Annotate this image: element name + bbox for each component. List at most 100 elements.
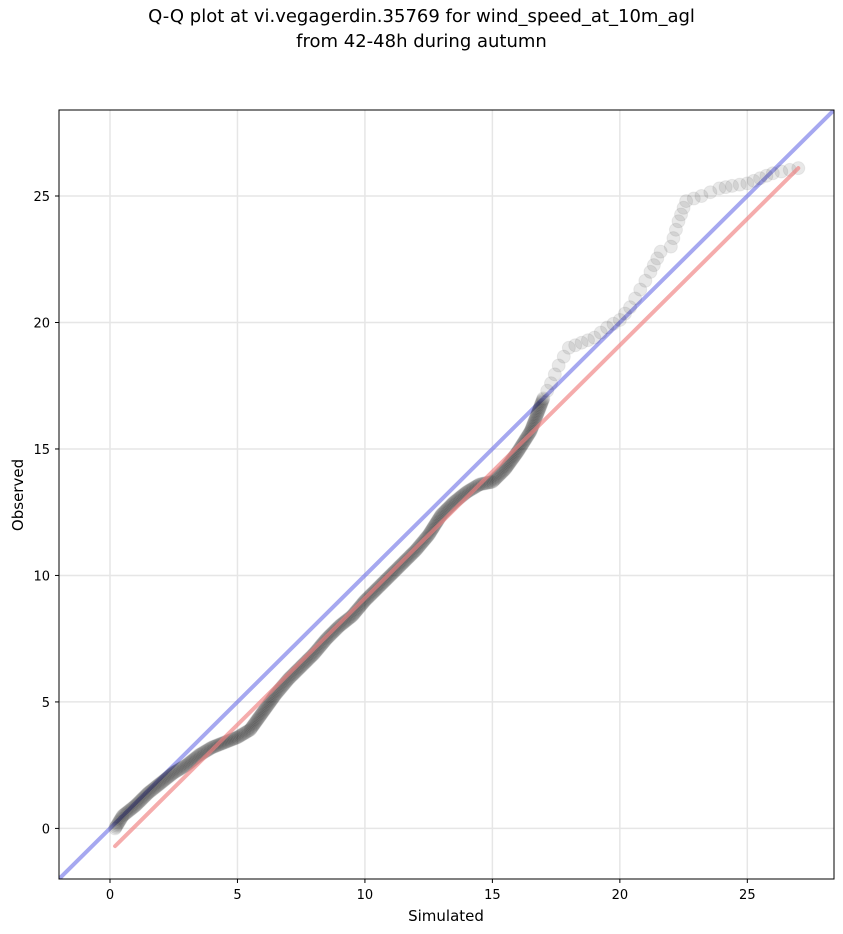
data-point: [653, 244, 668, 259]
data-point: [108, 821, 123, 836]
data-point: [643, 264, 658, 279]
data-point: [152, 776, 167, 791]
data-point: [663, 239, 678, 254]
data-point: [133, 794, 148, 809]
fit-line-path: [113, 166, 801, 849]
data-point: [556, 349, 571, 364]
data-point: [140, 787, 155, 802]
y-tick-label: 25: [33, 190, 50, 205]
data-point: [718, 180, 733, 195]
data-point: [258, 701, 273, 716]
data-point: [352, 600, 367, 615]
data-point: [136, 790, 151, 805]
x-axis-label: Simulated: [408, 907, 484, 925]
data-point: [524, 422, 539, 437]
data-point: [499, 460, 514, 475]
data-point: [166, 765, 181, 780]
data-point: [135, 791, 150, 806]
data-point: [551, 358, 566, 373]
data-point: [110, 817, 125, 832]
data-point: [241, 723, 256, 738]
data-point: [260, 698, 275, 713]
data-point: [759, 168, 774, 183]
data-point: [226, 732, 241, 747]
data-point: [150, 778, 165, 793]
data-point: [240, 724, 255, 739]
data-point: [337, 614, 352, 629]
data-point: [528, 412, 543, 427]
data-point: [495, 464, 510, 479]
data-point: [490, 470, 505, 485]
data-point: [168, 764, 183, 779]
data-point: [263, 694, 278, 709]
data-point: [170, 763, 185, 778]
data-point: [494, 465, 509, 480]
data-point: [231, 729, 246, 744]
chart-title-line1: Q-Q plot at vi.vegagerdin.35769 for wind…: [148, 6, 695, 27]
data-point: [464, 482, 479, 497]
data-point: [676, 200, 691, 215]
data-point: [142, 784, 157, 799]
data-point: [668, 222, 683, 237]
data-point: [317, 634, 332, 649]
data-point: [249, 713, 264, 728]
data-point: [244, 721, 259, 736]
x-tick-label: 5: [233, 888, 241, 903]
data-point: [161, 769, 176, 784]
data-point: [646, 258, 661, 273]
data-point: [679, 194, 694, 209]
data-point: [746, 173, 761, 188]
data-point: [256, 703, 271, 718]
data-point: [574, 335, 589, 350]
data-point: [178, 759, 193, 774]
data-point: [531, 404, 546, 419]
x-axis-ticks: 0 5 10 15 20 25: [106, 879, 756, 903]
data-point: [236, 726, 251, 741]
y-axis-label: Observed: [9, 459, 27, 531]
data-point: [234, 727, 249, 742]
data-point: [129, 797, 144, 812]
data-point: [561, 340, 576, 355]
data-point: [355, 596, 370, 611]
data-point: [253, 708, 268, 723]
y-tick-label: 5: [42, 696, 50, 711]
data-point: [530, 406, 545, 421]
data-point: [638, 273, 653, 288]
data-point: [128, 798, 143, 813]
data-point: [353, 598, 368, 613]
data-point: [230, 730, 245, 745]
data-point: [496, 463, 511, 478]
data-point: [533, 398, 548, 413]
data-point: [243, 722, 258, 737]
data-point: [157, 772, 172, 787]
x-tick-label: 10: [357, 888, 374, 903]
data-point: [245, 718, 260, 733]
data-point: [254, 707, 269, 722]
data-point: [176, 759, 191, 774]
data-point: [606, 316, 621, 331]
data-point: [169, 764, 184, 779]
data-point: [148, 779, 163, 794]
data-point: [111, 815, 126, 830]
data-point: [143, 783, 158, 798]
data-point: [112, 814, 127, 829]
data-point: [264, 693, 279, 708]
data-point: [179, 758, 194, 773]
data-point: [124, 801, 139, 816]
data-point: [492, 467, 507, 482]
identity-line-path: [59, 110, 834, 879]
data-point: [227, 731, 242, 746]
data-point: [147, 780, 162, 795]
data-point: [530, 407, 545, 422]
data-point: [314, 638, 329, 653]
data-point: [182, 756, 197, 771]
data-point: [336, 616, 351, 631]
data-point: [529, 409, 544, 424]
data-point: [600, 320, 615, 335]
data-point: [491, 469, 506, 484]
data-point: [109, 818, 124, 833]
data-point: [617, 306, 632, 321]
data-point: [536, 391, 551, 406]
data-point: [134, 792, 149, 807]
